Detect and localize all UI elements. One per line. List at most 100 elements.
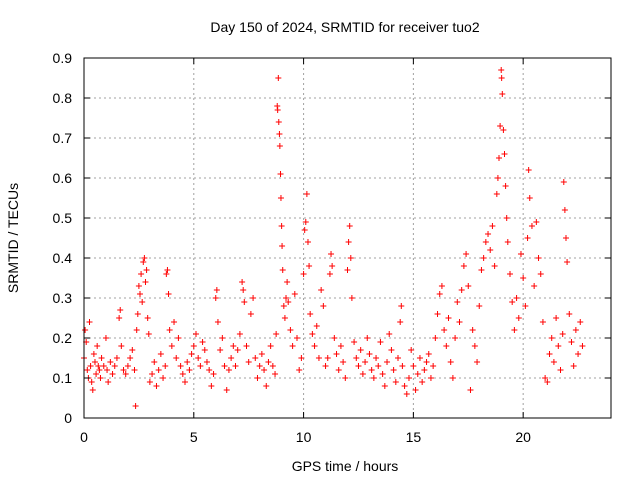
data-point [572, 327, 579, 333]
data-point [342, 375, 349, 381]
data-point [509, 299, 516, 305]
data-point [511, 327, 518, 333]
data-point [93, 371, 100, 377]
data-point [168, 343, 175, 349]
data-point [329, 263, 336, 269]
data-point [263, 383, 270, 389]
data-point [340, 359, 347, 365]
data-point [347, 255, 354, 261]
data-point [501, 151, 508, 157]
data-point [526, 195, 533, 201]
y-tick-label: 0 [64, 410, 72, 426]
data-point [186, 367, 193, 373]
data-point [416, 355, 423, 361]
data-point [267, 343, 274, 349]
data-point [97, 375, 104, 381]
data-point [390, 367, 397, 373]
data-point [423, 359, 430, 365]
data-point [570, 363, 577, 369]
data-point [213, 287, 220, 293]
data-point [302, 219, 309, 225]
data-point [277, 171, 284, 177]
data-point [434, 311, 441, 317]
data-point [87, 363, 94, 369]
data-point [210, 371, 217, 377]
data-point [449, 375, 456, 381]
data-point [199, 339, 206, 345]
data-point [84, 367, 91, 373]
data-point [277, 195, 284, 201]
data-point [139, 299, 146, 305]
data-point [281, 315, 288, 321]
data-point [132, 403, 139, 409]
data-point [175, 335, 182, 341]
data-point [405, 375, 412, 381]
data-point [467, 387, 474, 393]
data-point [287, 327, 294, 333]
data-point [478, 267, 485, 273]
data-point [100, 363, 107, 369]
data-point [408, 347, 415, 353]
x-tick-label: 10 [296, 429, 312, 445]
data-point [177, 363, 184, 369]
data-point [465, 283, 472, 289]
data-point [351, 339, 358, 345]
y-tick-label: 0.5 [53, 210, 73, 226]
y-tick-label: 0.9 [53, 50, 73, 66]
y-tick-labels: 0 0.1 0.2 0.3 0.4 0.5 0.6 0.7 0.8 0.9 [53, 50, 73, 426]
data-point [460, 263, 467, 269]
data-point [104, 367, 111, 373]
x-tick-label: 0 [80, 429, 88, 445]
data-point [184, 359, 191, 365]
data-point [550, 359, 557, 365]
data-point [496, 155, 503, 161]
data-point [190, 343, 197, 349]
data-point [542, 375, 549, 381]
data-point [397, 319, 404, 325]
data-point [163, 271, 170, 277]
data-point [296, 367, 303, 373]
data-point [142, 279, 149, 285]
data-point [482, 239, 489, 245]
data-point [240, 287, 247, 293]
data-point [355, 363, 362, 369]
data-point [503, 215, 510, 221]
data-point [579, 343, 586, 349]
data-point [120, 367, 127, 373]
data-point [274, 107, 281, 113]
data-point [539, 319, 546, 325]
data-point [143, 267, 150, 273]
data-point [494, 175, 501, 181]
data-point [535, 255, 542, 261]
data-point [513, 295, 520, 301]
data-point [298, 355, 305, 361]
data-point [313, 323, 320, 329]
data-point [221, 363, 228, 369]
data-point [480, 255, 487, 261]
data-point [368, 367, 375, 373]
data-point [560, 179, 567, 185]
data-point [239, 279, 246, 285]
data-point [414, 371, 421, 377]
data-point [345, 239, 352, 245]
data-point [252, 355, 259, 361]
data-point [145, 331, 152, 337]
data-point [212, 295, 219, 301]
x-axis-label: GPS time / hours [292, 458, 399, 474]
data-point [82, 327, 89, 333]
plot-frame [83, 57, 612, 419]
data-point [276, 143, 283, 149]
data-point [561, 207, 568, 213]
data-point [223, 387, 230, 393]
data-point [131, 367, 138, 373]
data-point [89, 387, 96, 393]
data-point [197, 363, 204, 369]
data-point [443, 343, 450, 349]
data-point [265, 359, 272, 365]
data-point [276, 131, 283, 137]
data-point [399, 363, 406, 369]
data-point [370, 375, 377, 381]
data-point [136, 291, 143, 297]
data-point [245, 359, 252, 365]
